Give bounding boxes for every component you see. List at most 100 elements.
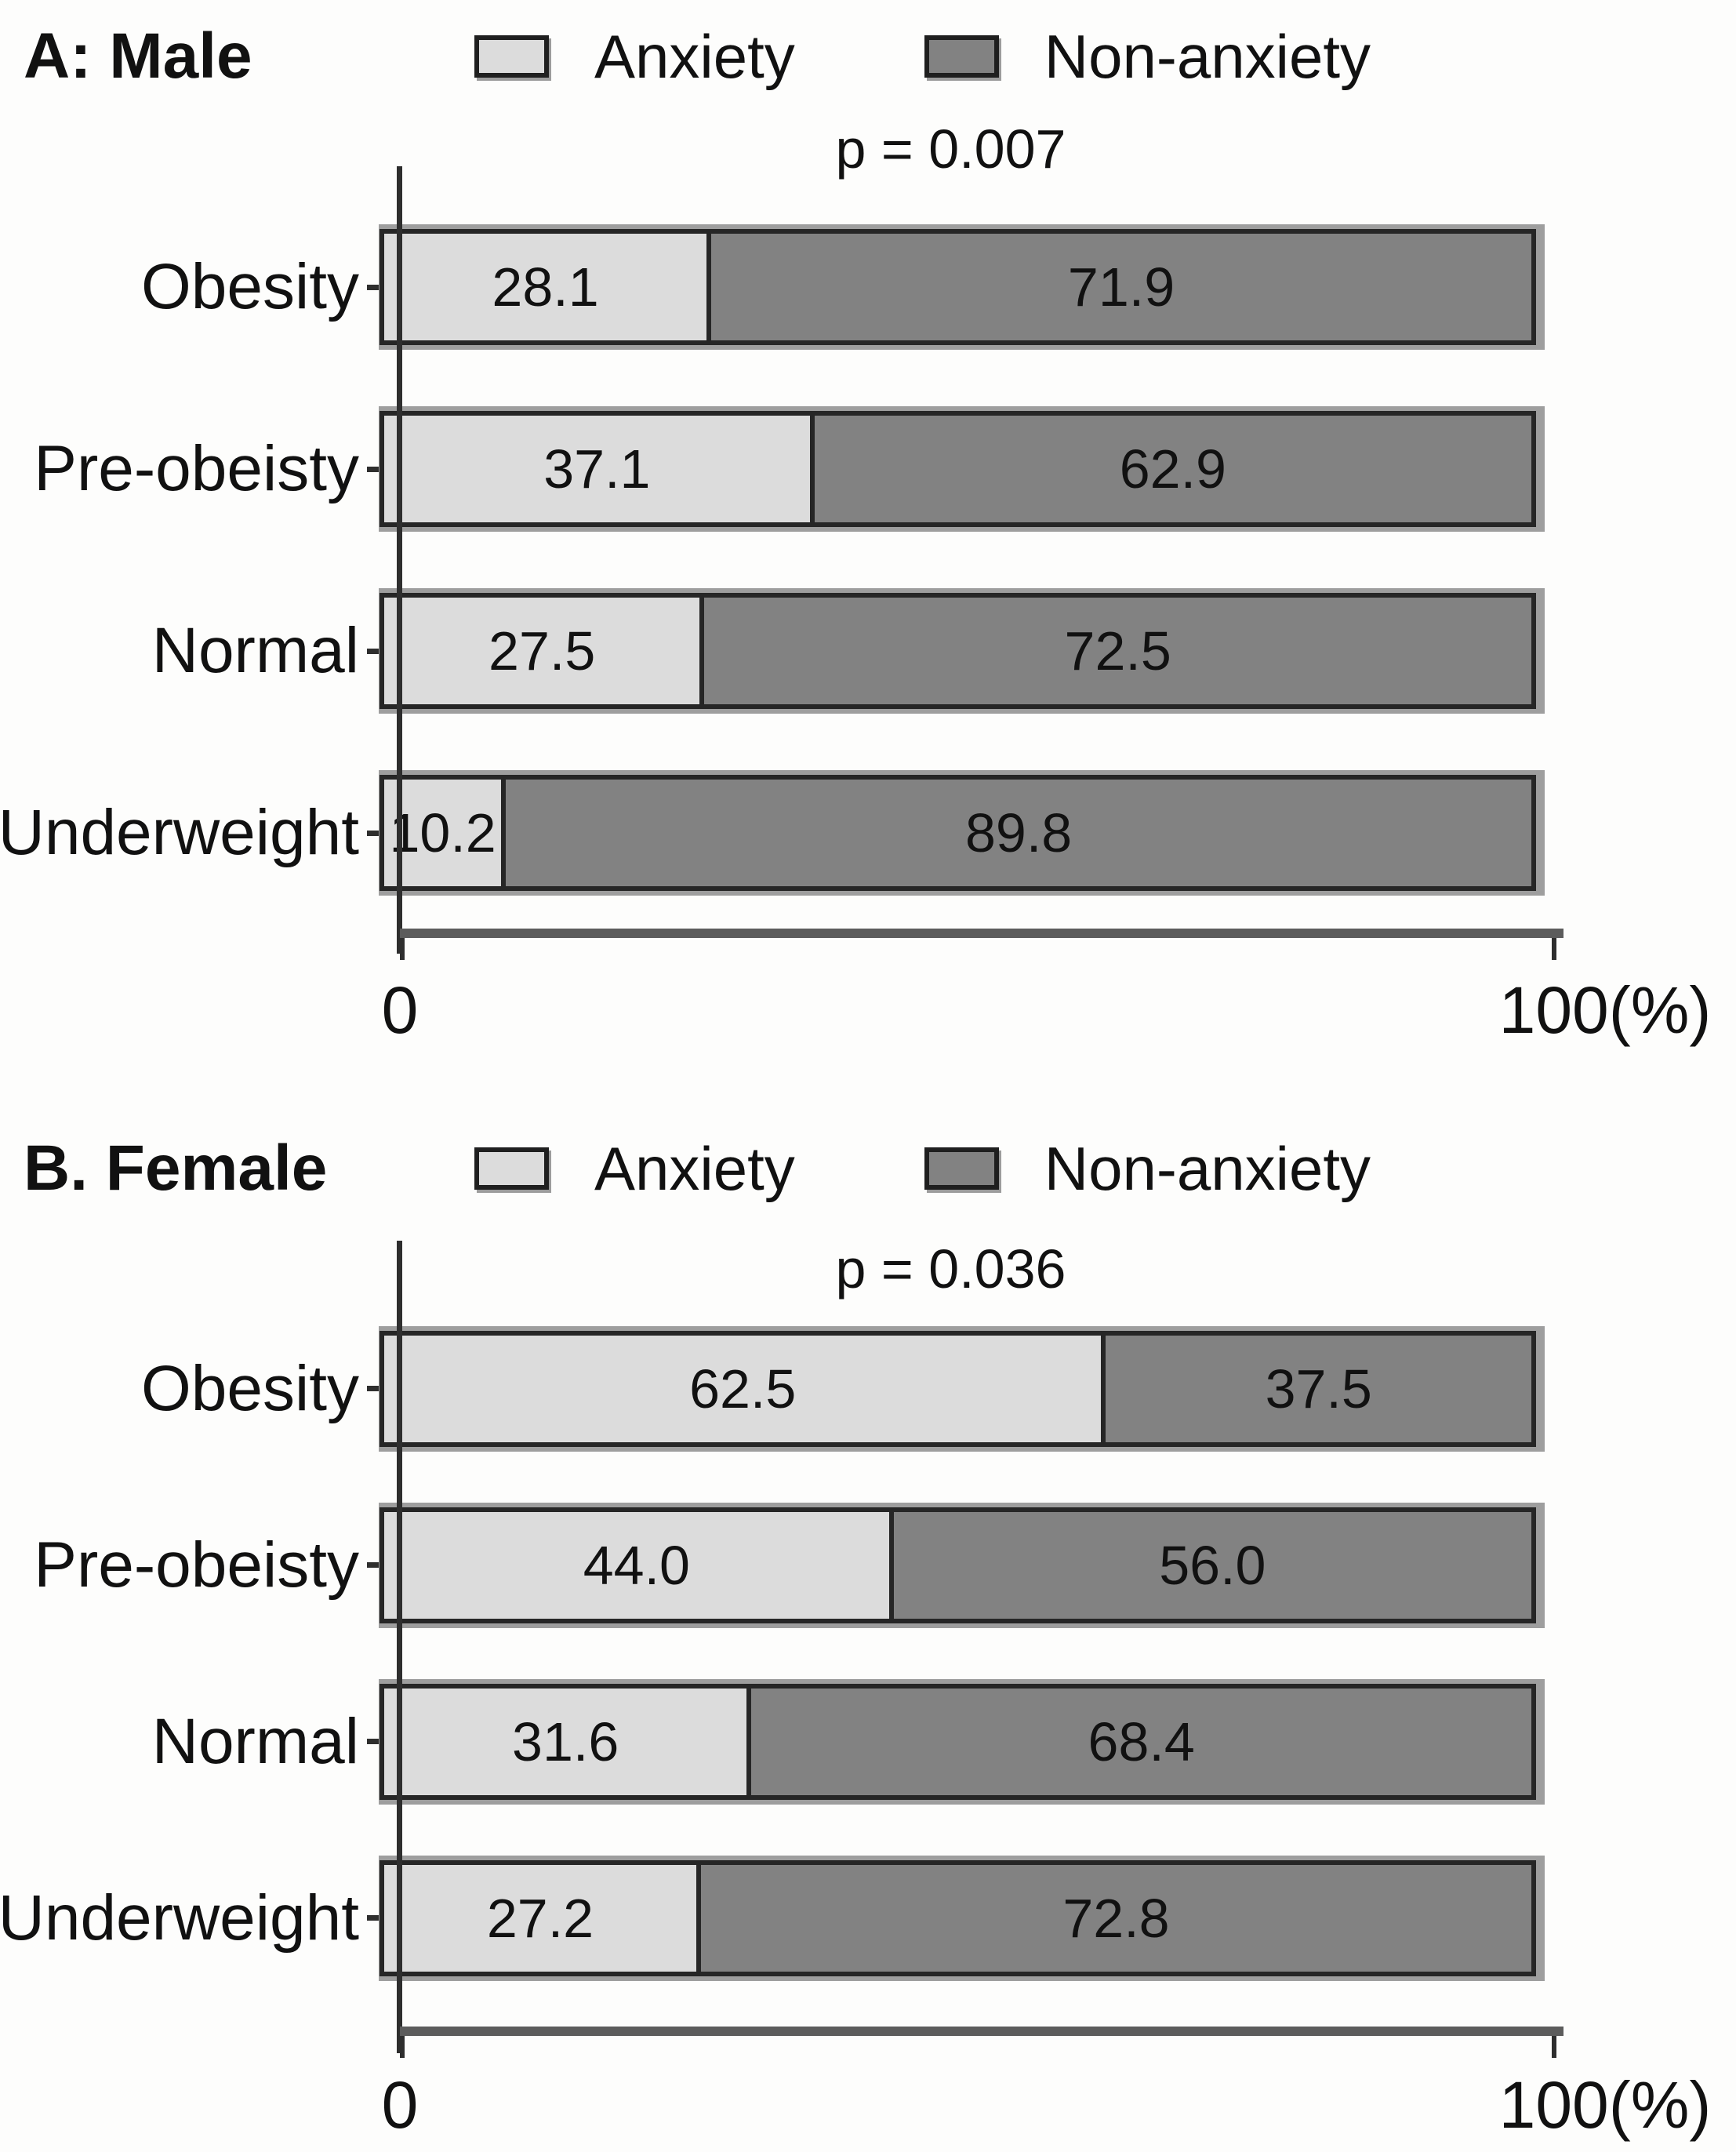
x-tick-label-100: 100(%) <box>1498 2068 1712 2142</box>
non-anxiety-value-label: 37.5 <box>1265 1358 1372 1420</box>
x-axis-line <box>400 929 1563 960</box>
anxiety-segment: 62.5 <box>384 1335 1102 1442</box>
non-anxiety-segment: 68.4 <box>746 1688 1531 1795</box>
non-anxiety-value-label: 89.8 <box>964 802 1073 863</box>
x-tick-label-0: 0 <box>381 973 419 1047</box>
bar-wrap: 27.5 72.5 <box>380 593 1536 709</box>
anxiety-segment: 28.1 <box>384 234 707 340</box>
category-label-text: Underweight <box>0 797 359 868</box>
category-tick <box>367 648 380 654</box>
legend-label-non-anxiety: Non-anxiety <box>1044 1133 1371 1203</box>
category-label: Pre-obeisty <box>0 432 380 506</box>
bar-rows: Obesity 62.5 37.5 Pre-obei <box>0 1300 1736 2006</box>
x-axis-tick-100 <box>1552 2036 1556 2058</box>
x-axis-tick-100 <box>1552 938 1556 960</box>
legend-label-anxiety: Anxiety <box>594 21 795 91</box>
anxiety-value-label: 27.5 <box>488 620 596 682</box>
p-value-annotation: p = 0.007 <box>835 118 1066 180</box>
bar-row-obesity: Obesity 28.1 71.9 <box>0 196 1736 378</box>
non-anxiety-segment: 37.5 <box>1101 1335 1531 1442</box>
anxiety-value-label: 27.2 <box>486 1887 594 1949</box>
legend-item-anxiety: Anxiety <box>474 1133 795 1205</box>
stacked-bar: 62.5 37.5 <box>380 1330 1536 1447</box>
non-anxiety-value-label: 62.9 <box>1119 438 1226 500</box>
category-label-text: Obesity <box>141 1352 359 1424</box>
non-anxiety-swatch-icon <box>924 35 999 78</box>
anxiety-swatch-icon <box>474 35 549 78</box>
bar-wrap: 27.2 72.8 <box>380 1859 1536 1976</box>
category-tick <box>367 1562 380 1568</box>
category-label-text: Underweight <box>0 1881 359 1954</box>
category-label-text: Pre-obeisty <box>34 1529 359 1601</box>
non-anxiety-value-label: 72.8 <box>1062 1887 1170 1949</box>
anxiety-segment: 27.5 <box>384 598 700 704</box>
legend-item-anxiety: Anxiety <box>474 21 795 93</box>
x-axis-tick-0 <box>400 938 405 960</box>
category-tick <box>367 1739 380 1744</box>
stacked-bar: 37.1 62.9 <box>380 411 1536 527</box>
bar-row-underweight: Underweight 10.2 89.8 <box>0 742 1736 924</box>
y-axis-line <box>397 166 402 954</box>
bar-row-normal: Normal 27.5 72.5 <box>0 560 1736 742</box>
category-label-text: Obesity <box>141 251 359 322</box>
bar-row-underweight: Underweight 27.2 72.8 <box>0 1830 1736 2006</box>
anxiety-value-label: 37.1 <box>543 438 651 500</box>
anxiety-value-label: 28.1 <box>492 256 599 318</box>
bar-wrap: 28.1 71.9 <box>380 229 1536 345</box>
category-tick <box>367 1386 380 1391</box>
stacked-bar: 44.0 56.0 <box>380 1507 1536 1623</box>
bar-wrap: 37.1 62.9 <box>380 411 1536 527</box>
non-anxiety-value-label: 56.0 <box>1159 1534 1266 1596</box>
category-label-text: Normal <box>151 615 359 686</box>
category-label: Underweight <box>0 796 380 870</box>
x-axis-line <box>400 2027 1563 2058</box>
category-label-text: Pre-obeisty <box>34 433 359 504</box>
stacked-bar: 10.2 89.8 <box>380 775 1536 891</box>
stacked-bar: 31.6 68.4 <box>380 1683 1536 1800</box>
stacked-bar: 27.2 72.8 <box>380 1859 1536 1976</box>
non-anxiety-segment: 72.5 <box>699 598 1531 704</box>
bar-row-pre-obeisty: Pre-obeisty 37.1 62.9 <box>0 378 1736 560</box>
panel-female-title: B. Female <box>24 1132 328 1204</box>
anxiety-segment: 10.2 <box>384 780 502 886</box>
y-axis-line <box>397 1241 402 2053</box>
non-anxiety-swatch-icon <box>924 1147 999 1190</box>
panel-male-title: A: Male <box>24 20 252 92</box>
category-label: Underweight <box>0 1881 380 1955</box>
category-label: Normal <box>0 1705 380 1779</box>
non-anxiety-value-label: 68.4 <box>1088 1710 1195 1772</box>
bar-row-pre-obeisty: Pre-obeisty 44.0 56.0 <box>0 1477 1736 1653</box>
bar-wrap: 62.5 37.5 <box>380 1330 1536 1447</box>
bar-wrap: 44.0 56.0 <box>380 1507 1536 1623</box>
stacked-bar: 27.5 72.5 <box>380 593 1536 709</box>
anxiety-swatch-icon <box>474 1147 549 1190</box>
non-anxiety-segment: 62.9 <box>809 416 1531 522</box>
anxiety-value-label: 10.2 <box>389 802 496 863</box>
category-label-text: Normal <box>151 1705 359 1777</box>
legend-item-non-anxiety: Non-anxiety <box>924 1133 1371 1205</box>
legend-item-non-anxiety: Non-anxiety <box>924 21 1371 93</box>
category-tick <box>367 1915 380 1921</box>
category-label: Obesity <box>0 250 380 324</box>
p-value-annotation: p = 0.036 <box>835 1238 1066 1300</box>
non-anxiety-segment: 56.0 <box>888 1511 1531 1619</box>
category-tick <box>367 284 380 290</box>
category-label: Normal <box>0 614 380 688</box>
non-anxiety-segment: 71.9 <box>706 234 1531 340</box>
anxiety-segment: 44.0 <box>384 1511 889 1619</box>
x-axis-labels: 0 100(%) <box>382 972 1712 1054</box>
panel-male-header: A: Male Anxiety Non-anxiety <box>0 0 1736 96</box>
x-axis-tick-0 <box>400 2036 405 2058</box>
non-anxiety-segment: 72.8 <box>695 1864 1531 1972</box>
anxiety-segment: 27.2 <box>384 1864 696 1972</box>
panel-male: A: Male Anxiety Non-anxiety p = 0.007 Ob… <box>0 0 1736 1054</box>
bar-wrap: 31.6 68.4 <box>380 1683 1536 1800</box>
x-tick-label-0: 0 <box>381 2068 419 2142</box>
panel-female-header: B. Female Anxiety Non-anxiety <box>0 1121 1736 1206</box>
category-label: Pre-obeisty <box>0 1529 380 1602</box>
legend-label-non-anxiety: Non-anxiety <box>1044 21 1371 91</box>
legend: Anxiety Non-anxiety <box>474 1133 1371 1205</box>
category-label: Obesity <box>0 1352 380 1426</box>
bar-wrap: 10.2 89.8 <box>380 775 1536 891</box>
stacked-bar: 28.1 71.9 <box>380 229 1536 345</box>
